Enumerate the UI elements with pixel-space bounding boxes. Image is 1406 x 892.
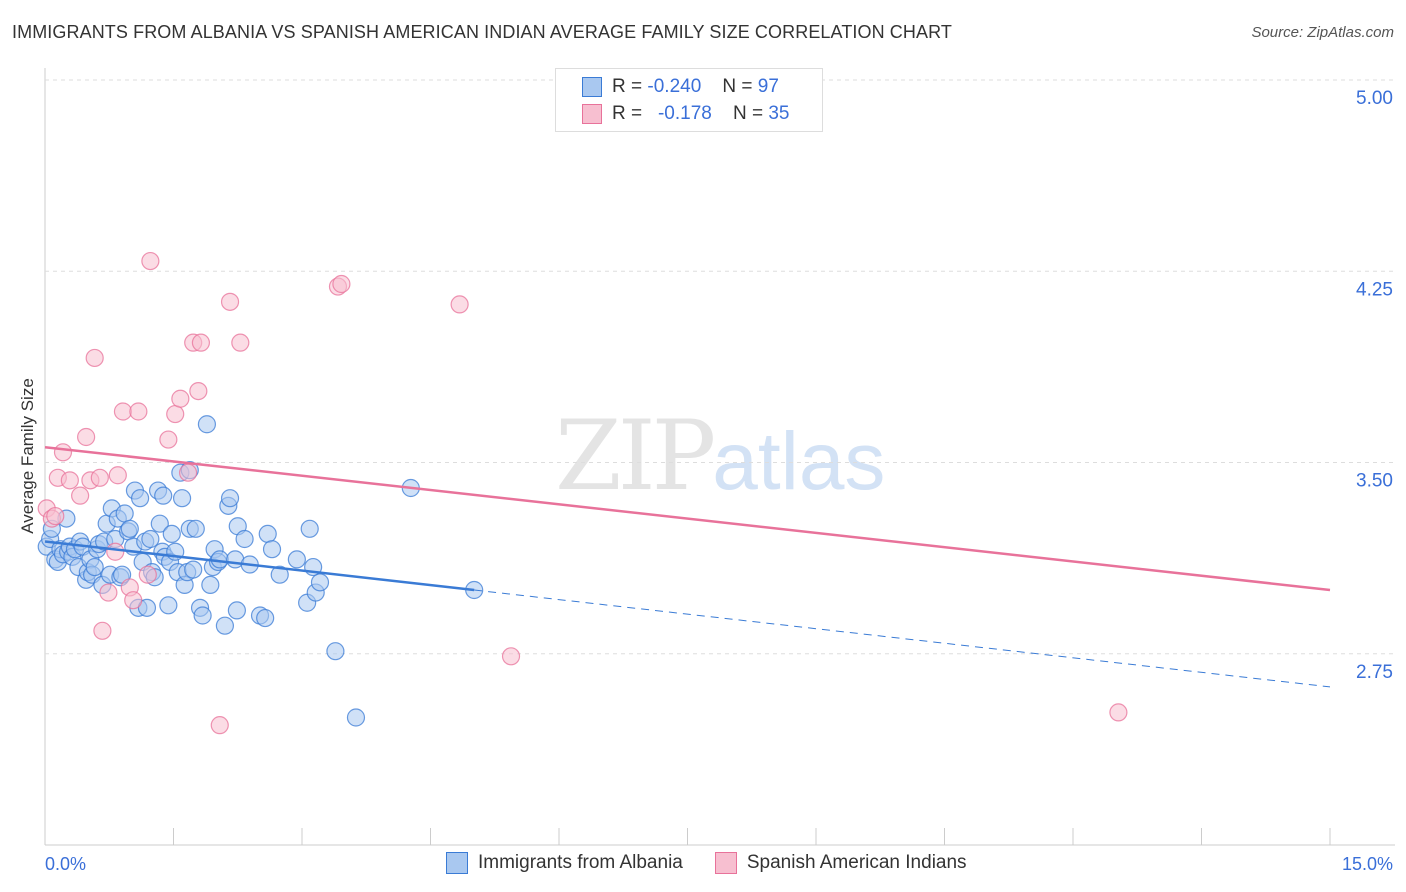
spanish-american-indians-point (332, 274, 351, 294)
albania-point (159, 596, 178, 615)
albania-point (186, 519, 205, 538)
spanish-american-indians-point (231, 333, 250, 352)
spanish-american-indians-point (1109, 703, 1128, 722)
albania-swatch (582, 77, 602, 97)
spanish-american-indians-point (77, 427, 96, 447)
spanish-american-indians-swatch (582, 104, 602, 124)
albania-point (172, 489, 192, 508)
albania-legend-label: Immigrants from Albania (478, 852, 683, 873)
albania-point (137, 598, 157, 617)
albania-point (262, 540, 282, 559)
albania-point (287, 550, 306, 569)
spanish-american-indians-point (159, 430, 178, 449)
watermark-atlas: atlas (712, 416, 886, 507)
r-label: R = (612, 103, 643, 124)
bottom-legend: Immigrants from Albania Spanish American… (446, 852, 967, 874)
spanish-american-indians-trend-line (44, 445, 1331, 592)
albania-point (215, 616, 234, 635)
albania-point (201, 575, 220, 595)
albania-point (184, 560, 203, 579)
y-tick-label: 4.25 (1356, 279, 1393, 300)
legend-row-albania: R = -0.240 N = 97 (582, 75, 779, 99)
spanish-american-indians-point (220, 292, 240, 311)
bottom-legend-albania: Immigrants from Albania (446, 852, 683, 874)
spanish-american-indians-point (171, 389, 190, 408)
albania-point (162, 524, 181, 544)
bottom-legend-spanish-american-indians: Spanish American Indians (714, 852, 967, 874)
spanish-american-indians-point (166, 404, 185, 424)
spanish-american-indians-point (46, 506, 65, 526)
spanish-american-indians-point (85, 348, 104, 368)
albania-point (115, 504, 134, 523)
spanish-american-indians-point (99, 583, 118, 602)
r-label: R = (612, 76, 643, 97)
spanish-american-indians-point (113, 402, 133, 421)
spanish-american-indians-point (141, 251, 160, 271)
spanish-n-value: 35 (768, 103, 790, 124)
albania-point (270, 565, 289, 584)
albania-point (150, 514, 169, 533)
albania-trend-extension (474, 589, 1331, 688)
spanish-american-indians-point (53, 443, 73, 462)
albania-point (154, 486, 173, 505)
spanish-american-indians-point (191, 333, 211, 352)
albania-point (346, 708, 366, 727)
albania-point (300, 519, 319, 538)
albania-point (130, 489, 150, 508)
albania-point (193, 606, 212, 625)
albania-point (258, 524, 277, 544)
n-label: N = (732, 103, 764, 124)
spanish-american-indians-point (71, 486, 90, 505)
x-tick-label-max: 15.0% (1342, 854, 1393, 874)
spanish-american-indians-point (138, 565, 157, 584)
spanish-american-indians-point (210, 716, 229, 735)
n-label: N = (722, 76, 753, 97)
y-tick-label: 5.00 (1356, 88, 1393, 109)
albania-point (227, 601, 246, 620)
spanish-american-indians-point (129, 402, 148, 421)
albania-point (256, 608, 275, 628)
spanish-american-indians-point (450, 295, 469, 314)
spanish-r-value: -0.178 (657, 103, 712, 124)
legend: R = -0.240 N = 97 R = -0.178 N = 35 (555, 68, 823, 132)
albania-point (326, 642, 345, 661)
y-tick-label: 2.75 (1356, 662, 1393, 683)
watermark: ZIPatlas (555, 400, 885, 512)
y-tick-label: 3.50 (1356, 471, 1393, 492)
albania-trend-line (44, 540, 475, 592)
spanish-legend-label: Spanish American Indians (746, 852, 967, 873)
albania-point (220, 489, 240, 508)
spanish-american-indians-point (178, 463, 198, 482)
albania-n-value: 97 (757, 76, 779, 97)
spanish-american-indians-point (124, 591, 143, 610)
spanish-american-indians-point (501, 647, 521, 666)
spanish-american-indians-point (93, 621, 112, 640)
spanish-american-indians-point (108, 466, 127, 485)
albania-point (120, 519, 139, 538)
spanish-american-indians-point (106, 542, 125, 561)
spanish-american-indians-point (60, 471, 79, 490)
albania-r-value: -0.240 (647, 76, 702, 97)
albania-point (141, 529, 160, 549)
spanish-swatch (714, 852, 737, 874)
albania-point (235, 529, 254, 549)
albania-point (85, 557, 104, 577)
albania-swatch (446, 852, 468, 874)
watermark-zip: ZIP (555, 400, 716, 512)
legend-row-spanish-american-indians: R = -0.178 N = 35 (582, 102, 789, 126)
chart-title: IMMIGRANTS FROM ALBANIA VS SPANISH AMERI… (12, 22, 952, 42)
x-tick-label-min: 0.0% (45, 854, 86, 874)
chart-source: Source: ZipAtlas.com (1251, 24, 1394, 41)
spanish-american-indians-point (90, 468, 109, 487)
albania-point (310, 573, 330, 592)
spanish-american-indians-point (189, 382, 208, 401)
albania-point (197, 415, 217, 434)
